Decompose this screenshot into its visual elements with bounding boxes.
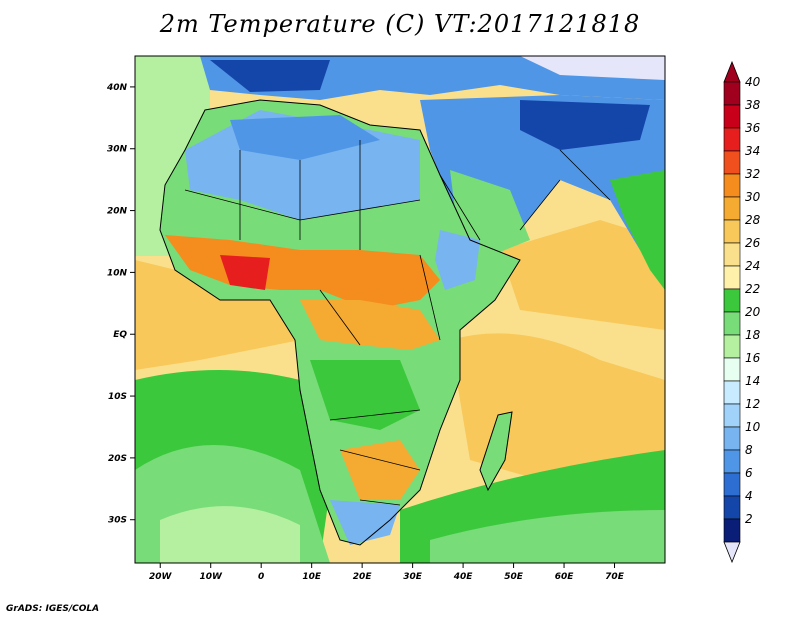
- colorbar-label: 20: [745, 305, 761, 319]
- land-europe-far-north: [520, 56, 665, 80]
- colorbar-label: 8: [745, 443, 753, 457]
- colorbar-over-arrow: [723, 60, 741, 83]
- land-congo-green: [310, 360, 420, 430]
- colorbar-label: 22: [745, 282, 760, 296]
- colorbar-label: 26: [745, 236, 761, 250]
- colorbar-swatch: [723, 219, 741, 244]
- chart-title: 2m Temperature (C) VT:2017121818: [159, 10, 641, 38]
- lat-tick-label: 10N: [107, 268, 128, 278]
- lon-tick-label: 40E: [453, 572, 474, 582]
- lon-tick-label: 50E: [504, 572, 524, 582]
- colorbar-under-arrow: [723, 541, 741, 564]
- lon-tick-label: 0: [258, 572, 264, 582]
- lon-tick-label: 10W: [199, 572, 223, 582]
- colorbar-label: 40: [745, 75, 761, 89]
- colorbar: 40 38 36 34 32 30 28 26 24 22 20 18 16 14 12 10 8 6 4 2: [723, 60, 761, 564]
- colorbar-label: 2: [745, 512, 753, 526]
- colorbar-swatch: [723, 104, 741, 129]
- ocean-arabian-sea: [500, 220, 665, 330]
- lat-tick-label: EQ: [113, 330, 127, 340]
- land-europe-cold: [210, 60, 330, 92]
- colorbar-swatch: [723, 334, 741, 359]
- colorbar-label: 12: [745, 397, 760, 411]
- ocean-gulf-guinea-warm: [135, 260, 300, 370]
- colorbar-swatch: [723, 357, 741, 382]
- lon-tick-label: 20E: [353, 572, 373, 582]
- land-south-africa-cool: [330, 500, 400, 545]
- colorbar-label: 28: [745, 213, 761, 227]
- land-west-africa-hottest: [220, 255, 270, 290]
- colorbar-swatch: [723, 472, 741, 497]
- colorbar-label: 10: [745, 420, 761, 434]
- latitude-axis: 40N 30N 20N 10N EQ 10S 20S 30S: [106, 83, 135, 526]
- colorbar-swatch: [723, 449, 741, 474]
- credit-label: GrADS: IGES/COLA: [6, 604, 100, 614]
- lon-tick-label: 20W: [149, 572, 173, 582]
- madagascar-coastline: [479, 411, 513, 492]
- colorbar-swatch: [723, 518, 741, 543]
- country-borders: [184, 140, 611, 506]
- land-madagascar: [480, 412, 512, 490]
- colorbar-swatch: [723, 150, 741, 175]
- land-sahara-blue: [230, 115, 380, 160]
- colorbar-swatch: [723, 380, 741, 405]
- colorbar-label: 18: [745, 328, 761, 342]
- colorbar-swatch: [723, 173, 741, 198]
- lon-tick-label: 60E: [555, 572, 575, 582]
- colorbar-label: 16: [745, 351, 761, 365]
- colorbar-label: 4: [745, 489, 753, 503]
- colorbar-label: 36: [745, 121, 761, 135]
- colorbar-swatch: [723, 242, 741, 267]
- lat-tick-label: 20S: [108, 454, 127, 464]
- lat-tick-label: 20N: [107, 207, 128, 217]
- lon-tick-label: 30E: [403, 572, 423, 582]
- colorbar-swatch: [723, 81, 741, 106]
- ocean-south-atlantic-cold: [160, 506, 300, 563]
- colorbar-label: 34: [745, 144, 760, 158]
- colorbar-swatch: [723, 288, 741, 313]
- colorbar-label: 6: [745, 466, 753, 480]
- land-ethiopia-cool: [435, 230, 480, 290]
- lat-tick-label: 30S: [108, 516, 127, 526]
- lat-tick-label: 30N: [107, 145, 128, 155]
- longitude-axis: 20W 10W 0 10E 20E 30E 40E 50E 60E 70E: [149, 563, 625, 582]
- map-frame: [134, 55, 666, 564]
- colorbar-label: 30: [745, 190, 761, 204]
- colorbar-label: 24: [745, 259, 760, 273]
- land-sahel-hot: [165, 235, 440, 310]
- colorbar-swatch: [723, 311, 741, 336]
- africa-coastline: [159, 99, 521, 546]
- colorbar-swatch: [723, 403, 741, 428]
- land-india: [610, 170, 665, 290]
- colorbar-label: 14: [745, 374, 760, 388]
- colorbar-label: 32: [745, 167, 760, 181]
- lon-tick-label: 70E: [605, 572, 625, 582]
- colorbar-swatch: [723, 495, 741, 520]
- colorbar-swatch: [723, 127, 741, 152]
- lon-tick-label: 10E: [302, 572, 322, 582]
- lat-tick-label: 10S: [108, 392, 127, 402]
- ocean-indian-south-cool: [430, 510, 665, 563]
- lat-tick-label: 40N: [106, 83, 128, 93]
- colorbar-swatch: [723, 426, 741, 451]
- land-iran-cold: [520, 100, 650, 150]
- colorbar-label: 38: [745, 98, 761, 112]
- map-plot-area: [135, 56, 665, 563]
- land-central-africa: [300, 300, 440, 350]
- colorbar-swatch: [723, 265, 741, 290]
- colorbar-swatch: [723, 196, 741, 221]
